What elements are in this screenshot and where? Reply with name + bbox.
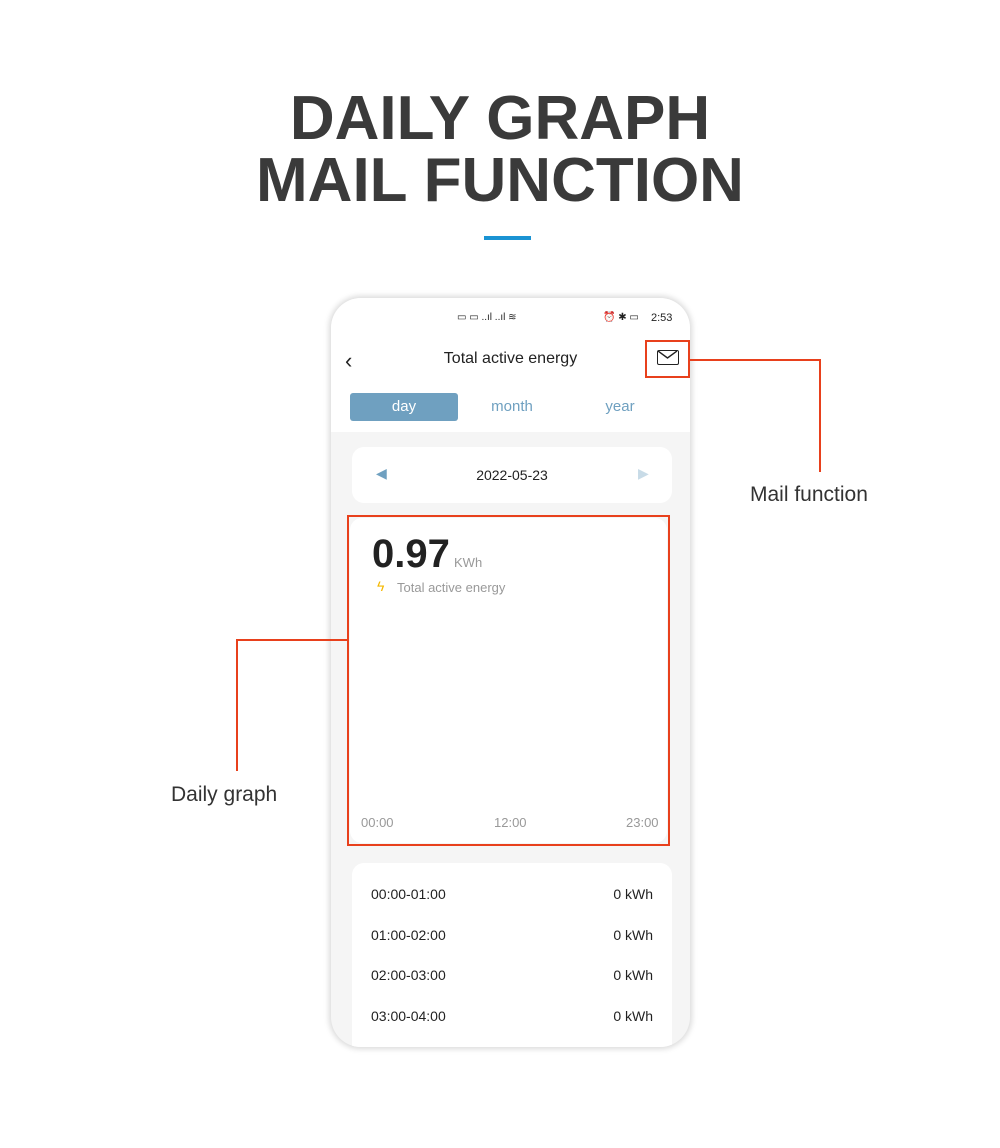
energy-value: 0.97 (372, 532, 450, 576)
tab-day[interactable]: day (350, 393, 458, 421)
hourly-list: 00:00-01:00 0 kWh 01:00-02:00 0 kWh 02:00-… (352, 863, 672, 1047)
current-date: 2022-05-23 (476, 467, 548, 483)
mail-annotation: Mail function (750, 483, 868, 506)
graph-callout-line (236, 639, 238, 771)
headline-line1: DAILY GRAPH (289, 84, 711, 153)
date-navigator: ◀ 2022-05-23 ▶ (352, 447, 672, 503)
tab-month[interactable]: month (491, 398, 533, 415)
graph-highlight-box (347, 515, 670, 846)
headline-line2: MAIL FUNCTION (256, 146, 744, 215)
hour-range: 01:00-02:00 (371, 927, 446, 943)
mail-callout-line (689, 359, 820, 361)
list-item: 02:00-03:00 0 kWh (371, 967, 653, 983)
axis-tick: 23:00 (626, 815, 659, 830)
axis-tick: 00:00 (361, 815, 394, 830)
mail-highlight-box (645, 340, 690, 378)
hour-range: 02:00-03:00 (371, 967, 446, 983)
mail-callout-line (819, 359, 821, 472)
alarm-bluetooth-battery-icons: ⏰ ✱ ▭ (603, 312, 639, 323)
list-item: 01:00-02:00 0 kWh (371, 927, 653, 943)
page-title: Total active energy (443, 350, 578, 367)
list-item: 00:00-01:00 0 kWh (371, 886, 653, 902)
energy-label: Total active energy (397, 580, 506, 595)
hour-value: 0 kWh (613, 1008, 653, 1024)
next-date-icon[interactable]: ▶ (638, 465, 649, 481)
lightning-icon: ϟ (377, 578, 385, 594)
graph-callout-line (236, 639, 348, 641)
chevron-left-icon[interactable]: ‹ (345, 348, 353, 373)
prev-date-icon[interactable]: ◀ (376, 465, 387, 481)
clock: 2:53 (651, 312, 673, 324)
app-header: ▭ ▭ ..ıl ..ıl ≋ ⏰ ✱ ▭ 2:53 ‹ Total activ… (331, 298, 690, 432)
tab-year[interactable]: year (605, 398, 635, 415)
list-item: 03:00-04:00 0 kWh (371, 1008, 653, 1024)
accent-divider (484, 236, 531, 240)
signal-icons: ▭ ▭ ..ıl ..ıl ≋ (457, 312, 517, 323)
axis-tick: 12:00 (494, 815, 527, 830)
phone-screen: ▭ ▭ ..ıl ..ıl ≋ ⏰ ✱ ▭ 2:53 ‹ Total activ… (331, 298, 690, 1047)
energy-unit: KWh (454, 555, 483, 570)
hour-value: 0 kWh (613, 967, 653, 983)
daily-graph: 0.97 KWh ϟ Total active energy 00:00 12:… (350, 518, 667, 843)
hour-value: 0 kWh (613, 927, 653, 943)
hour-range: 00:00-01:00 (371, 886, 446, 902)
hour-value: 0 kWh (613, 886, 653, 902)
mail-icon[interactable] (657, 350, 679, 365)
hour-range: 03:00-04:00 (371, 1008, 446, 1024)
graph-annotation: Daily graph (171, 783, 278, 806)
